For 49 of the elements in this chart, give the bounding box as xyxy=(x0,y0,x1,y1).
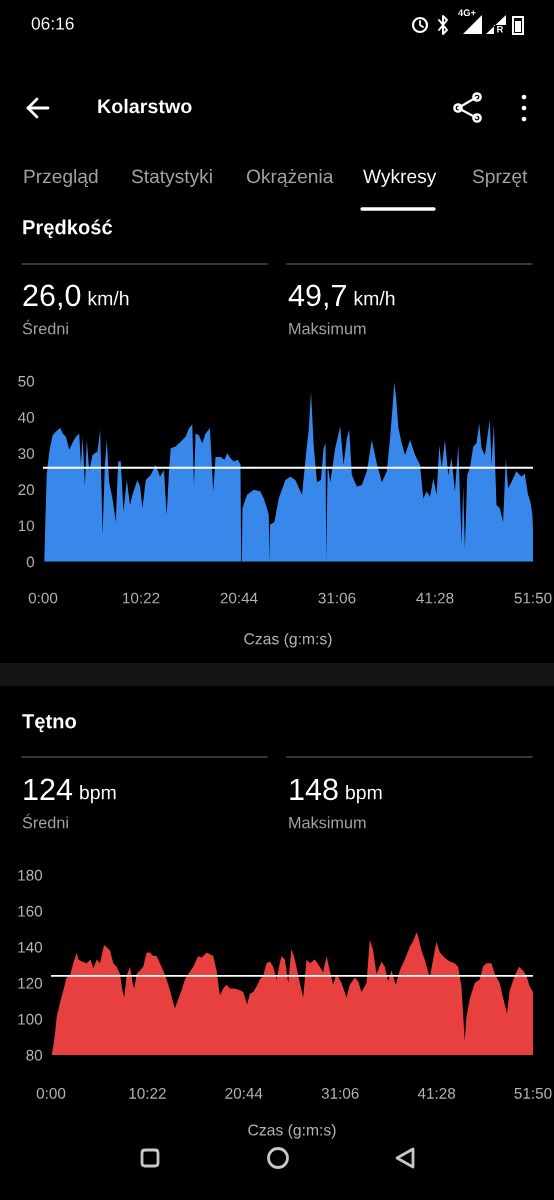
x-tick-label: 41:28 xyxy=(417,1087,456,1099)
text: bpm xyxy=(346,785,382,804)
text: Wykresy xyxy=(363,169,437,187)
text: Sprzęt xyxy=(472,169,528,187)
text: 06:16 xyxy=(31,17,74,30)
x-tick-label: 51:50 xyxy=(514,592,552,604)
text: km/h xyxy=(354,291,395,306)
y-tick-label: 0 xyxy=(26,556,35,568)
x-tick-label: 10:22 xyxy=(129,1087,166,1099)
text: Statystyki xyxy=(131,169,212,187)
x-axis-title: Czas (g:m:s) xyxy=(248,1124,336,1139)
text: 148 xyxy=(290,778,338,801)
text: 49,7 xyxy=(288,284,346,310)
y-tick-label: 140 xyxy=(18,941,43,953)
text: 4G+ xyxy=(458,9,476,17)
y-tick-label: 120 xyxy=(18,977,43,989)
text: Przegląd xyxy=(24,169,98,187)
x-tick-label: 20:44 xyxy=(225,1087,263,1099)
y-tick-label: 100 xyxy=(18,1013,43,1025)
y-tick-label: 160 xyxy=(18,905,43,917)
x-tick-label: 31:06 xyxy=(321,1087,359,1099)
text: Średni xyxy=(22,813,68,829)
x-tick-label: 31:06 xyxy=(318,592,356,604)
text: R xyxy=(497,25,504,33)
x-axis-title: Czas (g:m:s) xyxy=(244,632,332,648)
text: km/h xyxy=(88,291,129,306)
x-tick-label: 0:00 xyxy=(36,1087,66,1099)
x-tick-label: 0:00 xyxy=(28,592,58,604)
text: Maksimum xyxy=(289,816,366,829)
text: Okrążenia xyxy=(246,169,334,187)
chart-title: Tętno xyxy=(22,714,77,733)
y-tick-label: 20 xyxy=(18,484,35,496)
y-tick-label: 180 xyxy=(18,869,43,881)
y-tick-label: 80 xyxy=(26,1049,43,1061)
text: bpm xyxy=(80,785,116,804)
y-tick-label: 10 xyxy=(18,520,35,532)
y-tick-label: 30 xyxy=(18,448,35,459)
x-tick-label: 41:28 xyxy=(416,592,454,604)
text: 26,0 xyxy=(23,284,81,310)
text: Kolarstwo xyxy=(98,98,192,114)
y-tick-label: 50 xyxy=(18,375,35,387)
y-tick-label: 40 xyxy=(18,412,35,423)
text: Średni xyxy=(22,319,68,335)
x-tick-label: 20:44 xyxy=(220,592,258,604)
x-tick-label: 51:50 xyxy=(514,1087,552,1099)
x-tick-label: 10:22 xyxy=(123,592,160,604)
text: 124 xyxy=(24,778,73,800)
text: Maksimum xyxy=(289,322,366,335)
chart-title: Prędkość xyxy=(23,219,113,239)
